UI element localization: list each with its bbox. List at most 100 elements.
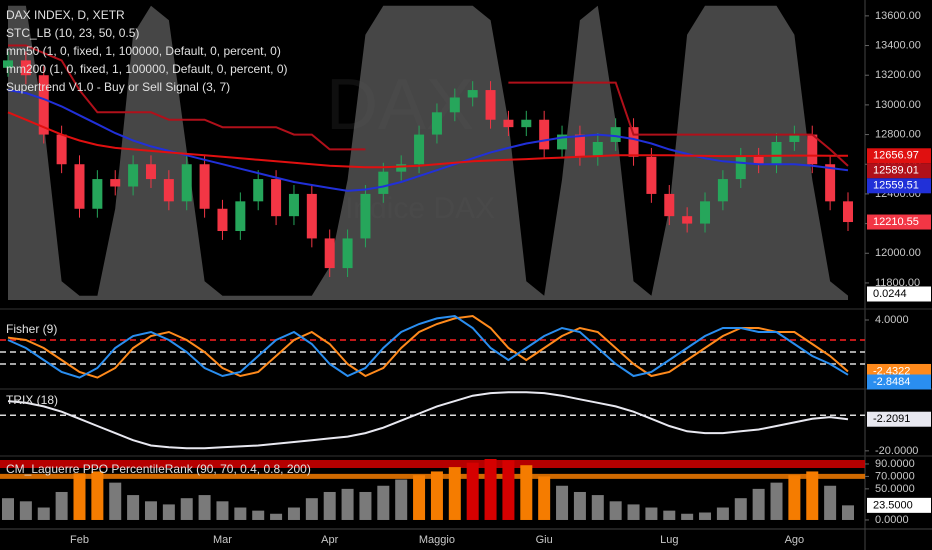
histogram-bar [806,471,819,520]
candle-body [235,201,246,232]
x-tick-label: Feb [70,534,89,546]
histogram-bar [645,507,658,520]
histogram-bar [591,495,604,520]
x-tick-label: Maggio [419,534,455,546]
y-tick-label: -20.0000 [875,445,918,457]
legend-entry: mm200 (1, 0, fixed, 1, 100000, Default, … [6,62,288,76]
histogram-bar [377,485,390,520]
candle-body [110,179,121,187]
candle-body [217,208,228,232]
candle-body [717,179,728,202]
histogram-bar [2,498,14,520]
histogram-bar [252,510,265,520]
histogram-bar [305,498,318,520]
y-tick-label: 0.0000 [875,514,909,526]
histogram-bar [91,471,104,520]
price-tag [867,148,931,164]
histogram-bar [788,475,801,520]
candle-body [664,193,675,217]
histogram-bar [609,501,622,520]
histogram-bar [502,460,515,520]
histogram-bar [663,510,676,520]
candle-body [521,119,532,128]
histogram-bar [287,507,300,520]
candle-body [807,134,818,165]
price-tag [867,178,931,194]
candle-body [324,238,335,269]
histogram-bar [341,488,354,520]
y-tick-label: 13000.00 [875,99,921,111]
legend-entry: Supertrend V1.0 - Buy or Sell Signal (3,… [6,80,230,94]
chart-title: DAX INDEX, D, XETR [6,8,125,22]
price-tag [867,286,931,302]
y-tick-label: 13600.00 [875,10,921,22]
candle-body [789,134,800,142]
price-tag [867,411,931,427]
price-tag [867,497,931,513]
candle-body [753,156,764,165]
indicator-line [7,89,849,192]
indicator-line [7,314,849,379]
candle-body [431,112,442,135]
histogram-bar [538,476,551,520]
y-tick-label: 4.0000 [875,314,909,326]
candle-body [503,119,514,128]
histogram-bar [37,507,50,520]
candle-body [539,119,550,150]
histogram-bar [556,485,569,520]
candle-body [271,179,282,217]
candle-body [38,75,49,135]
panel-title: CM_Laguerre PPO PercentileRank (90, 70, … [6,462,311,476]
price-tag-label: 23.5000 [873,499,913,511]
histogram-bar [109,482,122,520]
candle-body [199,164,210,209]
histogram-bar [484,459,497,520]
candle-body [592,141,603,157]
histogram-bar [144,501,157,520]
y-tick-label: 12000.00 [875,247,921,259]
price-tag-label: -2.4322 [873,365,910,377]
price-tag [867,163,931,179]
histogram-bar [448,467,461,520]
histogram-bar [681,513,694,520]
candle-body [378,171,389,194]
histogram-bar [734,498,747,520]
x-tick-label: Mar [213,534,232,546]
histogram-bar [323,491,336,520]
candle-body [360,193,371,239]
histogram-bar [627,504,640,520]
histogram-bar [395,479,408,520]
candle-body [56,134,67,165]
candle-body [628,127,639,157]
candle-body [574,134,585,157]
y-tick-label: 13400.00 [875,39,921,51]
histogram-bar [127,495,140,520]
candle-body [485,90,496,120]
indicator-line [7,391,849,450]
candle-body [610,127,621,142]
price-tag [867,374,931,390]
candle-body [735,156,746,180]
indicator-line [8,44,849,167]
candle-body [414,134,425,165]
price-tag-label: 0.0244 [873,288,907,300]
candle-body [557,134,568,150]
candle-body [467,90,478,98]
y-tick-label: 90.0000 [875,458,915,470]
indicator-line [7,314,849,379]
candle-body [306,193,317,239]
y-tick-label: 13200.00 [875,69,921,81]
histogram-bar [699,512,712,520]
histogram-bar [270,513,283,520]
candle-body [342,238,353,269]
histogram-bar [162,504,175,520]
histogram-bar [466,462,479,520]
panel-title: Fisher (9) [6,322,57,336]
candle-body [163,179,174,202]
histogram-bar [842,505,854,520]
histogram-bar [752,488,765,520]
price-tag-label: 12559.51 [873,180,919,192]
candle-body [646,156,657,194]
y-tick-label: 70.0000 [875,470,915,482]
